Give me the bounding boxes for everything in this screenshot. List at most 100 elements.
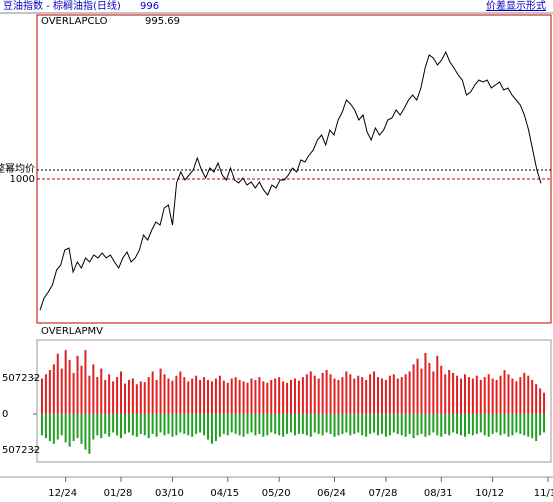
volume-bar — [266, 414, 269, 436]
volume-bar — [329, 374, 332, 415]
header-link[interactable]: 价差显示形式 — [486, 0, 546, 12]
volume-bar — [191, 414, 194, 437]
volume-bar — [357, 414, 360, 433]
volume-bar — [104, 379, 107, 415]
volume-bar — [286, 414, 289, 434]
volume-bar — [48, 414, 51, 441]
volume-bar — [131, 378, 134, 415]
volume-bar — [412, 414, 415, 439]
volume-bar — [483, 377, 486, 415]
volume-bar — [388, 414, 391, 436]
volume-bar — [147, 377, 150, 415]
volume-bar — [515, 414, 518, 433]
volume-bar — [92, 414, 95, 440]
volume-bar — [250, 414, 253, 433]
volume-bar — [183, 377, 186, 415]
x-tick-label: 07/28 — [368, 488, 397, 499]
volume-bar — [412, 364, 415, 415]
volume-bar — [448, 414, 451, 436]
volume-bar — [191, 378, 194, 415]
volume-bar — [380, 378, 383, 415]
volume-bar — [396, 378, 399, 415]
volume-bar — [135, 384, 138, 415]
volume-bar — [341, 377, 344, 415]
volume-bar — [76, 414, 79, 439]
volume-bar — [499, 375, 502, 415]
volume-bar — [108, 414, 111, 437]
volume-bar — [76, 355, 79, 415]
volume-bar — [155, 379, 158, 415]
volume-bar — [345, 414, 348, 433]
volume-bar — [155, 414, 158, 437]
volume-bar — [171, 414, 174, 437]
volume-bar — [96, 377, 99, 415]
volume-bar — [416, 414, 419, 436]
volume-bar — [218, 414, 221, 437]
volume-bar — [207, 379, 209, 415]
volume-bar — [159, 368, 162, 415]
volume-bar — [321, 414, 324, 436]
volume-bar — [175, 414, 178, 436]
volume-bar — [507, 374, 510, 415]
volume-bar — [290, 414, 293, 433]
volume-bar — [60, 368, 63, 415]
volume-bar — [64, 350, 67, 415]
volume-bar — [527, 414, 530, 437]
volume-bar — [325, 414, 328, 433]
volume-bar — [131, 414, 134, 436]
volume-bar — [167, 414, 170, 434]
volume-bar — [151, 414, 154, 434]
x-tick-label: 12/24 — [48, 488, 77, 499]
volume-bar — [487, 374, 490, 415]
volume-bar — [305, 374, 308, 415]
volume-bar — [108, 374, 111, 415]
volume-bar — [408, 371, 411, 415]
volume-bar — [369, 374, 372, 415]
volume-bar — [266, 382, 269, 415]
volume-bar — [143, 382, 146, 415]
volume-bar — [282, 381, 285, 415]
volume-bar — [495, 379, 498, 415]
volume-bar — [179, 371, 182, 415]
volume-bar — [503, 370, 506, 415]
volume-bar — [56, 414, 59, 440]
volume-bar — [535, 414, 538, 441]
volume-bar — [373, 414, 376, 433]
volume-bar — [44, 374, 47, 415]
volume-bar — [424, 352, 427, 415]
volume-bar — [72, 414, 75, 441]
volume-bar — [479, 414, 482, 433]
x-tick-label: 03/10 — [155, 488, 184, 499]
volume-bar — [104, 414, 107, 434]
volume-bar — [230, 378, 233, 415]
volume-bar — [210, 414, 213, 444]
x-tick-label: 08/31 — [424, 488, 453, 499]
volume-bar — [384, 414, 387, 437]
volume-bar — [460, 378, 463, 415]
volume-bar — [345, 371, 348, 415]
volume-bar — [68, 360, 71, 415]
volume-bar — [242, 381, 245, 415]
volume-bar — [432, 371, 435, 415]
volume-bar — [416, 358, 419, 415]
volume-bar — [88, 375, 91, 415]
volume-bar — [440, 365, 443, 415]
volume-bar — [175, 375, 178, 415]
volume-bar — [452, 372, 455, 415]
volume-bar — [321, 372, 324, 415]
volume-bar — [408, 414, 411, 434]
volume-bar — [127, 379, 130, 415]
volume-bar — [463, 414, 466, 437]
last-value: 995.69 — [145, 16, 180, 27]
volume-bar — [147, 414, 150, 439]
volume-bar — [100, 368, 103, 415]
volume-bar — [483, 414, 486, 436]
volume-bar — [48, 370, 51, 415]
volume-bar — [250, 378, 253, 415]
volume-bar — [80, 414, 83, 444]
volume-bar — [471, 378, 474, 415]
volume-bar — [297, 380, 300, 415]
volume-bar — [123, 414, 126, 434]
volume-bar — [511, 378, 514, 415]
volume-bar — [187, 381, 190, 415]
